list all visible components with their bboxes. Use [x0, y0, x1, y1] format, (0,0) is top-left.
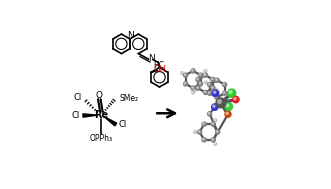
Circle shape: [234, 98, 236, 100]
Circle shape: [211, 122, 215, 126]
Circle shape: [227, 94, 230, 97]
Circle shape: [192, 91, 193, 93]
Text: Cl: Cl: [72, 111, 80, 120]
Circle shape: [233, 96, 239, 103]
Polygon shape: [104, 117, 117, 126]
Circle shape: [208, 92, 210, 93]
Circle shape: [205, 70, 206, 71]
Circle shape: [225, 111, 231, 117]
Circle shape: [184, 82, 188, 86]
Circle shape: [215, 95, 219, 100]
Circle shape: [197, 87, 198, 88]
Circle shape: [215, 89, 218, 92]
Circle shape: [223, 92, 225, 93]
Circle shape: [199, 73, 203, 77]
Circle shape: [213, 90, 219, 96]
Circle shape: [196, 86, 200, 90]
Circle shape: [212, 78, 213, 80]
Circle shape: [225, 103, 232, 110]
Circle shape: [216, 131, 218, 132]
Circle shape: [216, 79, 217, 81]
Circle shape: [203, 72, 206, 74]
Circle shape: [212, 87, 213, 88]
Circle shape: [211, 138, 215, 142]
Circle shape: [192, 87, 193, 88]
Circle shape: [204, 74, 206, 75]
Circle shape: [199, 74, 201, 75]
Circle shape: [213, 105, 215, 107]
Circle shape: [194, 131, 195, 132]
Circle shape: [191, 86, 195, 90]
Circle shape: [215, 78, 219, 82]
Circle shape: [193, 89, 196, 92]
Circle shape: [213, 91, 216, 94]
Circle shape: [211, 86, 215, 90]
Text: OH: OH: [153, 65, 166, 74]
Text: OPPh₃: OPPh₃: [89, 133, 112, 143]
Circle shape: [208, 112, 210, 114]
Circle shape: [212, 139, 213, 140]
Text: N: N: [148, 54, 155, 63]
Circle shape: [208, 83, 210, 85]
Circle shape: [202, 122, 206, 126]
Circle shape: [194, 131, 196, 133]
Circle shape: [216, 130, 220, 134]
Text: O: O: [96, 91, 103, 100]
Circle shape: [204, 72, 205, 73]
Circle shape: [211, 77, 215, 82]
Text: N: N: [127, 31, 134, 40]
Circle shape: [196, 77, 200, 82]
Circle shape: [208, 112, 212, 116]
Circle shape: [192, 70, 193, 71]
Circle shape: [228, 89, 236, 97]
Circle shape: [212, 104, 218, 110]
Circle shape: [191, 69, 195, 73]
Circle shape: [205, 81, 206, 83]
Circle shape: [198, 131, 200, 132]
Circle shape: [184, 82, 186, 84]
Circle shape: [208, 82, 212, 87]
Circle shape: [214, 143, 215, 144]
Text: Cl: Cl: [119, 120, 127, 129]
Circle shape: [226, 112, 228, 115]
Circle shape: [204, 70, 207, 72]
Circle shape: [226, 104, 229, 107]
Circle shape: [199, 82, 201, 84]
Circle shape: [203, 139, 204, 140]
Text: HC: HC: [153, 61, 164, 70]
Circle shape: [204, 91, 206, 93]
Circle shape: [216, 96, 217, 98]
Circle shape: [202, 138, 206, 142]
Circle shape: [216, 89, 217, 90]
Circle shape: [214, 143, 217, 145]
Circle shape: [180, 72, 183, 74]
Circle shape: [227, 94, 228, 95]
Circle shape: [203, 123, 204, 124]
Circle shape: [198, 130, 202, 134]
Circle shape: [205, 81, 207, 84]
Circle shape: [192, 91, 194, 94]
Circle shape: [216, 98, 226, 108]
Circle shape: [223, 83, 225, 85]
Circle shape: [208, 91, 212, 95]
Text: SMe₂: SMe₂: [119, 94, 139, 103]
Text: Cl: Cl: [74, 93, 82, 102]
Circle shape: [229, 91, 232, 94]
Circle shape: [214, 119, 215, 120]
Circle shape: [217, 100, 221, 103]
Circle shape: [212, 123, 213, 124]
Circle shape: [184, 73, 188, 77]
Circle shape: [199, 82, 203, 86]
Circle shape: [203, 90, 208, 94]
Text: Re: Re: [94, 110, 108, 120]
Polygon shape: [83, 114, 97, 117]
Circle shape: [222, 82, 227, 87]
Circle shape: [193, 89, 194, 90]
Circle shape: [184, 74, 186, 75]
Circle shape: [222, 91, 227, 95]
Circle shape: [181, 72, 182, 73]
Circle shape: [197, 78, 198, 80]
Circle shape: [203, 73, 208, 77]
Circle shape: [214, 119, 217, 122]
